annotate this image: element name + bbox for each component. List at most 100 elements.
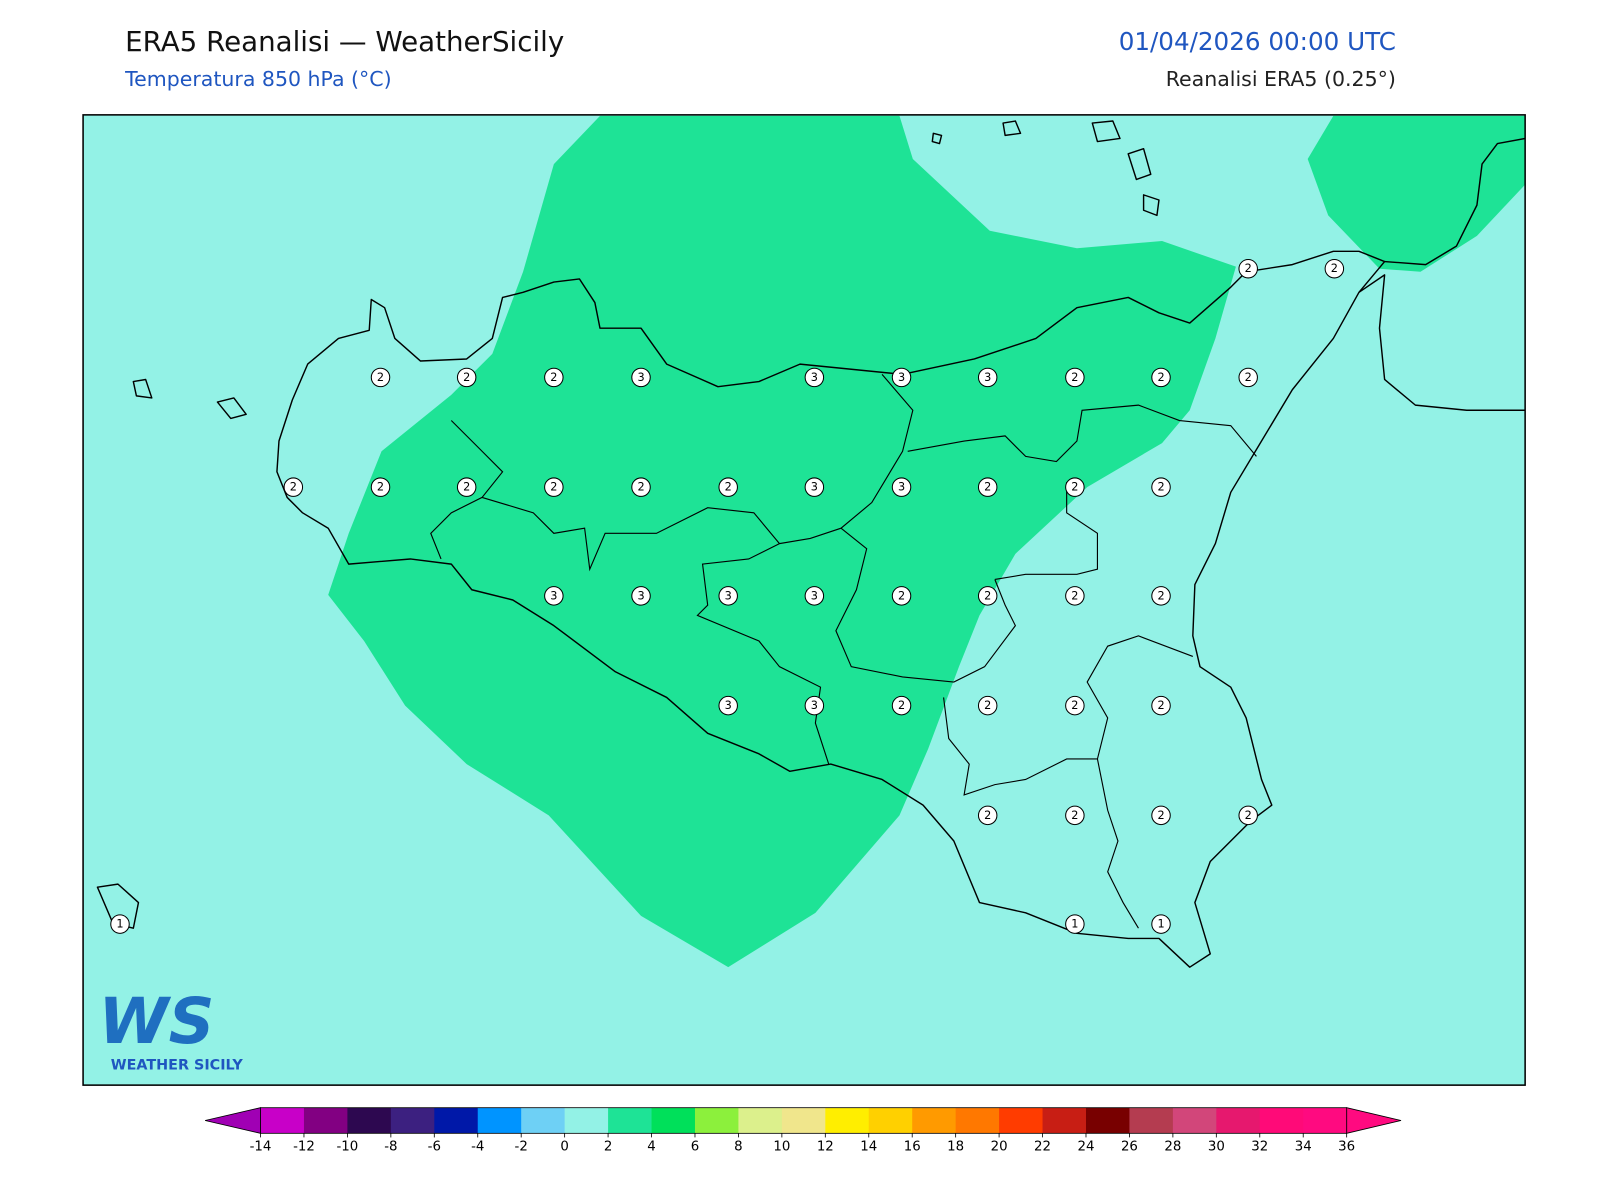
- station-value: 2: [898, 589, 905, 602]
- station-value: 3: [898, 481, 905, 494]
- colorbar-band: [260, 1107, 305, 1134]
- station-marker: [110, 914, 130, 934]
- colorbar-frame: [260, 1107, 1348, 1134]
- station-value: 2: [1245, 262, 1252, 275]
- station-marker: [283, 477, 304, 497]
- station-value: 2: [463, 371, 470, 384]
- colorbar-tick-label: 26: [1121, 1140, 1138, 1155]
- station-value: 2: [463, 481, 470, 494]
- colorbar-tick-label: 32: [1251, 1140, 1268, 1155]
- station-marker: [456, 367, 477, 388]
- station-value: 2: [1245, 809, 1252, 822]
- colorbar-tick-label: 18: [947, 1140, 964, 1155]
- station-marker: [891, 477, 912, 497]
- station-value: 2: [1071, 481, 1078, 494]
- station-value: 2: [550, 371, 557, 384]
- station-marker: [1151, 914, 1171, 934]
- station-value: 2: [1071, 699, 1078, 712]
- station-marker: [977, 695, 998, 716]
- station-marker: [1065, 367, 1085, 388]
- station-marker: [977, 477, 998, 497]
- colorbar-tick-label: 4: [647, 1140, 655, 1155]
- colorbar-band: [694, 1107, 739, 1134]
- station-marker: [977, 586, 998, 606]
- station-marker: [804, 695, 825, 716]
- station-marker: [456, 477, 477, 497]
- colorbar-tick-label: 0: [560, 1140, 568, 1155]
- station-value: 3: [550, 589, 557, 602]
- colorbar-band: [477, 1107, 522, 1134]
- station-value: 3: [637, 371, 644, 384]
- logo: WS WEATHER SICILY: [98, 984, 243, 1073]
- station-value: 3: [725, 589, 732, 602]
- station-marker: [544, 586, 564, 606]
- colorbar-tick-label: 16: [904, 1140, 921, 1155]
- colorbar-band: [738, 1107, 783, 1134]
- colorbar-band: [999, 1107, 1044, 1134]
- colorbar-tick-label: 24: [1078, 1140, 1095, 1155]
- station-value: 2: [984, 481, 991, 494]
- station-value: 2: [984, 699, 991, 712]
- colorbar-band: [1216, 1107, 1261, 1134]
- station-marker: [370, 477, 391, 497]
- station-value: 1: [1157, 918, 1164, 931]
- colorbar-band: [912, 1107, 957, 1134]
- colorbar-band: [303, 1107, 348, 1134]
- station-marker: [1151, 477, 1171, 497]
- title: ERA5 Reanalisi — WeatherSicily: [125, 25, 564, 58]
- station-marker: [544, 477, 564, 497]
- colorbar-tick-label: 8: [734, 1140, 742, 1155]
- station-marker: [718, 695, 738, 716]
- station-marker: [1151, 367, 1171, 388]
- colorbar-tick-label: -10: [337, 1140, 359, 1155]
- station-marker: [631, 477, 651, 497]
- colorbar-band: [825, 1107, 870, 1134]
- logo-mark: WS: [98, 984, 214, 1058]
- station-marker: [1151, 805, 1171, 826]
- colorbar-band: [1042, 1107, 1087, 1134]
- station-marker: [1238, 367, 1258, 388]
- station-marker: [891, 367, 912, 388]
- station-value: 2: [1157, 481, 1164, 494]
- colorbar-over: [1346, 1107, 1402, 1134]
- station-marker: [804, 367, 825, 388]
- colorbar-tick-label: 22: [1034, 1140, 1051, 1155]
- colorbar-band: [390, 1107, 435, 1134]
- station-marker: [631, 367, 651, 388]
- station-value: 3: [637, 589, 644, 602]
- temperature-band: [328, 115, 1236, 968]
- colorbar-tick-label: -6: [428, 1140, 441, 1155]
- station-marker: [370, 367, 391, 388]
- colorbar-under: [205, 1107, 261, 1134]
- colorbar-tick-label: -12: [293, 1140, 315, 1155]
- islands: [96, 120, 1160, 929]
- station-marker: [804, 586, 825, 606]
- station-value: 2: [898, 699, 905, 712]
- station-value: 2: [637, 481, 644, 494]
- station-marker: [804, 477, 825, 497]
- station-value: 2: [1157, 699, 1164, 712]
- colorbar-tick-label: 14: [860, 1140, 877, 1155]
- station-marker: [1324, 258, 1345, 279]
- colorbar-band: [564, 1107, 609, 1134]
- station-value: 3: [898, 371, 905, 384]
- station-marker: [718, 477, 738, 497]
- station-marker: [1065, 914, 1085, 934]
- station-value: 2: [984, 589, 991, 602]
- station-value: 2: [1071, 809, 1078, 822]
- station-marker: [891, 586, 912, 606]
- colorbar-tick-label: -2: [515, 1140, 528, 1155]
- colorbar-band: [1085, 1107, 1130, 1134]
- station-marker: [1151, 695, 1171, 716]
- colorbar-tick-label: 30: [1208, 1140, 1225, 1155]
- station-value: 2: [725, 481, 732, 494]
- colorbar-band: [608, 1107, 653, 1134]
- colorbar-tick-label: 20: [991, 1140, 1008, 1155]
- station-marker: [891, 695, 912, 716]
- station-value: 2: [1157, 589, 1164, 602]
- colorbar-tick-label: 28: [1164, 1140, 1181, 1155]
- colorbar-band: [434, 1107, 479, 1134]
- station-value: 2: [1157, 809, 1164, 822]
